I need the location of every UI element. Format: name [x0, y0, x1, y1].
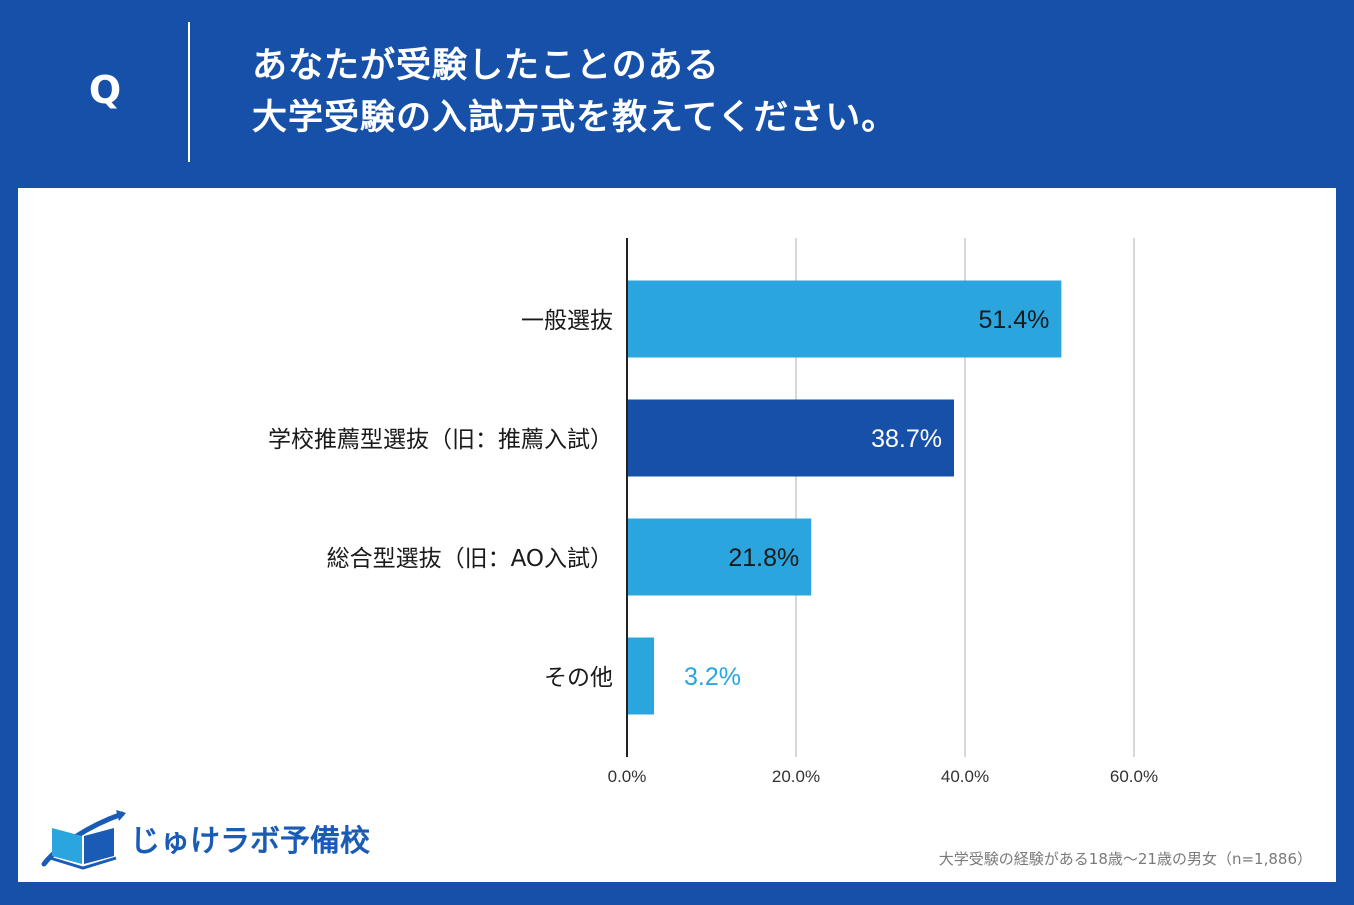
bar [627, 399, 955, 477]
x-tick-label: 60.0% [1110, 767, 1158, 786]
data-label: 3.2% [684, 663, 741, 691]
question-title: あなたが受験したことのある 大学受験の入試方式を教えてください。 [252, 40, 897, 144]
data-label: 38.7% [871, 425, 942, 453]
bar [627, 518, 812, 596]
category-label: その他 [544, 665, 613, 691]
bar [627, 280, 1062, 358]
source-note: 大学受験の経験がある18歳～21歳の男女（n=1,886） [938, 850, 1312, 868]
category-label: 学校推薦型選抜（旧：推薦入試） [268, 427, 613, 453]
book-logo-icon [41, 810, 126, 870]
header-divider [188, 22, 190, 162]
data-label: 51.4% [978, 306, 1049, 334]
x-tick-label: 0.0% [608, 767, 647, 786]
data-label: 21.8% [728, 544, 799, 572]
x-tick-label: 40.0% [941, 767, 989, 786]
question-title-line1: あなたが受験したことのある [252, 46, 720, 86]
question-title-line2: 大学受験の入試方式を教えてください。 [252, 98, 898, 138]
bar [627, 637, 655, 715]
category-label: 一般選抜 [521, 308, 613, 334]
logo-text: じゅけラボ予備校 [130, 824, 370, 859]
logo: じゅけラボ予備校 [38, 806, 370, 870]
question-header: Q あなたが受験したことのある 大学受験の入試方式を教えてください。 [0, 0, 1354, 188]
x-tick-label: 20.0% [772, 767, 820, 786]
question-mark: Q [88, 68, 122, 112]
category-label: 総合型選抜（旧：AO入試） [327, 546, 613, 572]
